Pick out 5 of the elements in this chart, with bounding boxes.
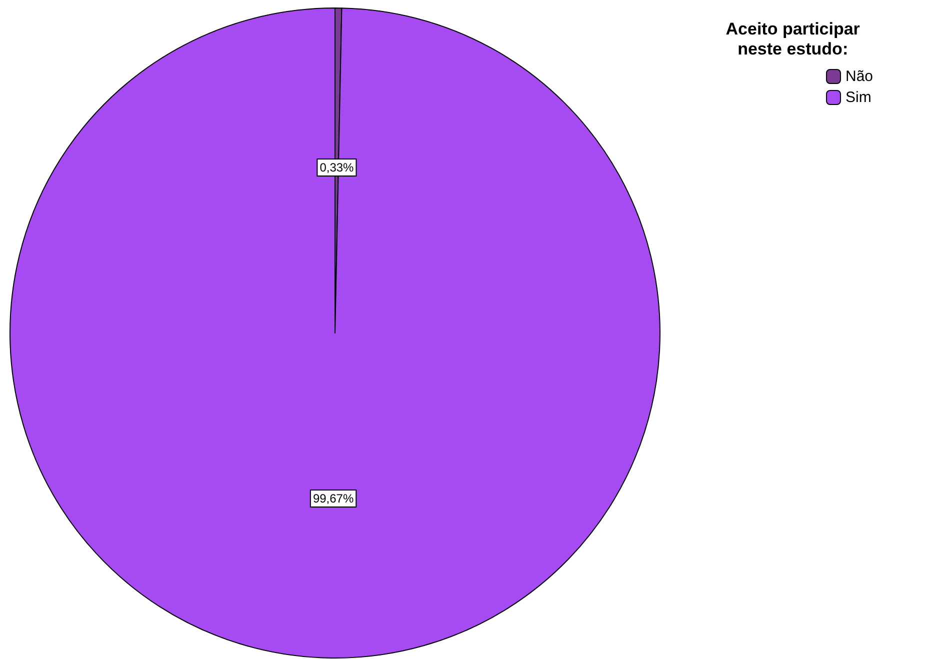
data-label: 0,33%: [320, 160, 354, 175]
legend-label: Sim: [845, 89, 872, 106]
data-label: 99,67%: [312, 491, 354, 506]
legend-label: Não: [845, 68, 874, 85]
legend-title: Aceito participar neste estudo:: [726, 20, 860, 58]
